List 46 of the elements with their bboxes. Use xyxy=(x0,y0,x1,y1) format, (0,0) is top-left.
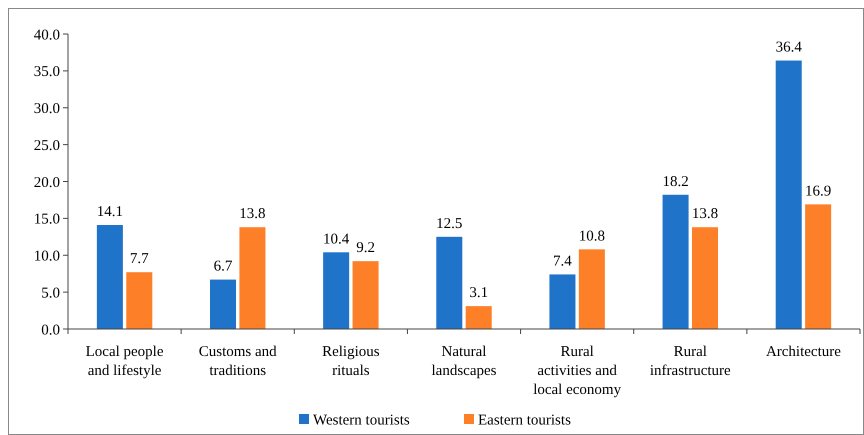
data-label: 12.5 xyxy=(436,216,462,232)
bar xyxy=(662,194,689,329)
y-tick-label: 25.0 xyxy=(34,138,60,154)
y-tick-label: 5.0 xyxy=(41,285,60,302)
bar xyxy=(805,204,832,329)
y-tick-label: 15.0 xyxy=(34,212,60,228)
x-tick-label: Customs and traditions xyxy=(198,344,278,379)
x-tick-label: Religious rituals xyxy=(322,344,380,379)
data-label: 14.1 xyxy=(96,204,123,220)
x-tick-label: Rural infrastructure xyxy=(650,344,732,379)
x-tick-label: Architecture xyxy=(766,344,842,360)
data-label: 10.8 xyxy=(578,228,605,244)
data-label: 16.9 xyxy=(805,183,832,200)
y-tick-label: 10.0 xyxy=(34,248,60,264)
data-label: 3.1 xyxy=(469,285,488,302)
data-label: 36.4 xyxy=(776,40,802,56)
bar xyxy=(126,272,152,329)
bar xyxy=(692,227,718,329)
y-tick-label: 30.0 xyxy=(34,101,60,117)
bar xyxy=(210,280,236,329)
bar xyxy=(96,225,123,329)
bar xyxy=(323,252,350,329)
legend-label: Western tourists xyxy=(313,412,410,428)
x-tick-label: Local people and lifestyle xyxy=(86,344,164,379)
y-tick-label: 35.0 xyxy=(34,64,60,80)
x-tick-label: Natural landscapes xyxy=(432,344,497,379)
y-tick-label: 20.0 xyxy=(34,174,60,191)
data-label: 18.2 xyxy=(662,174,689,190)
y-tick-label: 0.0 xyxy=(41,322,60,338)
data-label: 10.4 xyxy=(323,231,350,248)
data-label: 13.8 xyxy=(239,206,266,222)
bar xyxy=(776,60,802,329)
bar xyxy=(352,261,379,329)
y-tick-label: 40.0 xyxy=(34,27,60,44)
x-tick-label: Rural activities and local economy xyxy=(533,344,622,398)
bar xyxy=(239,227,266,329)
data-label: 7.7 xyxy=(130,251,150,268)
bar xyxy=(436,236,462,329)
bar xyxy=(466,306,492,329)
bar xyxy=(549,274,576,329)
data-label: 6.7 xyxy=(214,258,233,275)
bar xyxy=(578,249,605,329)
data-label: 7.4 xyxy=(553,253,572,270)
legend-label: Eastern tourists xyxy=(478,412,572,428)
data-label: 9.2 xyxy=(356,240,375,256)
data-label: 13.8 xyxy=(692,206,718,222)
